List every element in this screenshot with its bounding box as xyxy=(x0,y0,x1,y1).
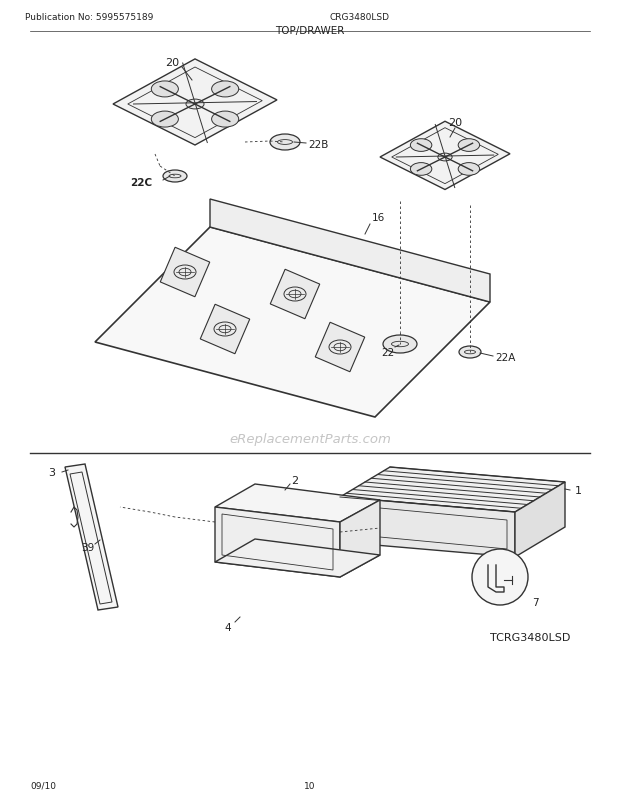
Text: 1: 1 xyxy=(575,485,582,496)
Polygon shape xyxy=(95,228,490,418)
Text: TCRG3480LSD: TCRG3480LSD xyxy=(490,632,570,642)
Text: 22B: 22B xyxy=(308,140,329,150)
Polygon shape xyxy=(340,468,565,512)
Text: 09/10: 09/10 xyxy=(30,781,56,790)
Ellipse shape xyxy=(383,335,417,354)
Polygon shape xyxy=(215,484,380,522)
Text: 39: 39 xyxy=(81,542,95,553)
Ellipse shape xyxy=(438,154,452,162)
Polygon shape xyxy=(65,464,118,610)
Ellipse shape xyxy=(410,164,432,176)
Ellipse shape xyxy=(151,112,179,128)
Polygon shape xyxy=(215,508,340,577)
Text: 2: 2 xyxy=(291,476,299,485)
Text: 20: 20 xyxy=(448,118,462,128)
Text: 3: 3 xyxy=(48,468,56,477)
Text: 16: 16 xyxy=(371,213,384,223)
Text: CRG3480LSD: CRG3480LSD xyxy=(330,13,390,22)
Text: 10: 10 xyxy=(304,781,316,790)
Text: eReplacementParts.com: eReplacementParts.com xyxy=(229,432,391,445)
Polygon shape xyxy=(340,497,515,557)
Ellipse shape xyxy=(211,112,239,128)
Ellipse shape xyxy=(410,140,432,152)
Ellipse shape xyxy=(151,82,179,98)
Text: 22A: 22A xyxy=(495,353,515,363)
Ellipse shape xyxy=(211,82,239,98)
Text: 4: 4 xyxy=(224,622,231,632)
Ellipse shape xyxy=(163,171,187,183)
Ellipse shape xyxy=(458,164,480,176)
Text: Publication No: 5995575189: Publication No: 5995575189 xyxy=(25,13,153,22)
Text: TOP/DRAWER: TOP/DRAWER xyxy=(275,26,345,36)
Polygon shape xyxy=(113,60,277,146)
Polygon shape xyxy=(270,270,320,319)
Polygon shape xyxy=(515,482,565,557)
Ellipse shape xyxy=(458,140,480,152)
Polygon shape xyxy=(210,200,490,302)
Polygon shape xyxy=(200,305,250,354)
Text: 22C: 22C xyxy=(130,178,152,188)
Text: 7: 7 xyxy=(532,597,538,607)
Ellipse shape xyxy=(459,346,481,358)
Polygon shape xyxy=(340,500,380,577)
Circle shape xyxy=(472,549,528,606)
Polygon shape xyxy=(315,323,365,372)
Polygon shape xyxy=(380,122,510,190)
Polygon shape xyxy=(160,248,210,298)
Ellipse shape xyxy=(186,100,204,110)
Ellipse shape xyxy=(270,135,300,151)
Text: 22: 22 xyxy=(381,347,394,358)
Text: 20: 20 xyxy=(165,58,179,68)
Polygon shape xyxy=(215,539,380,577)
